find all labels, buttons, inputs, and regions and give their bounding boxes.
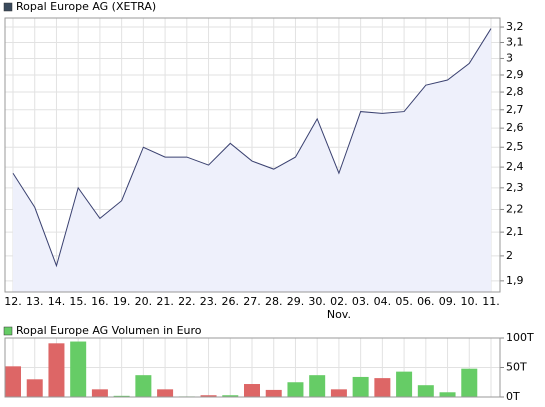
x-tick-label: 03. xyxy=(352,295,370,308)
legend-swatch xyxy=(3,326,13,336)
y-tick-label: 50T xyxy=(506,361,527,374)
x-tick-label: 09. xyxy=(439,295,457,308)
plot-border xyxy=(4,17,501,293)
bar xyxy=(91,389,108,397)
bar xyxy=(157,389,174,397)
x-tick-label: 16. xyxy=(91,295,109,308)
y-tick-label: 3,1 xyxy=(506,36,524,49)
bar xyxy=(417,385,434,397)
bar xyxy=(5,366,21,397)
bar xyxy=(244,384,260,397)
y-tick-label: 2,9 xyxy=(506,68,524,81)
y-tick-label: 1,9 xyxy=(506,274,524,287)
y-tick-label: 2,7 xyxy=(506,103,524,116)
x-tick-label: 29. xyxy=(287,295,305,308)
bar xyxy=(48,343,65,397)
y-tick-label: 100T xyxy=(506,331,534,344)
y-tick-label: 2,4 xyxy=(506,160,524,173)
y-tick-label: 3 xyxy=(506,51,513,64)
x-tick-label: 14. xyxy=(48,295,66,308)
y-tick-label: 2,2 xyxy=(506,202,524,215)
x-tick-label: 02. xyxy=(330,295,348,308)
x-tick-label: 12. xyxy=(4,295,22,308)
bar xyxy=(396,371,413,397)
bar xyxy=(309,375,326,397)
y-tick-label: 0T xyxy=(506,390,520,403)
x-tick-label: 11. xyxy=(482,295,500,308)
plot-border xyxy=(4,337,501,398)
area xyxy=(13,28,491,293)
bar xyxy=(70,341,87,397)
x-tick-label: 26. xyxy=(222,295,240,308)
x-tick-label: 05. xyxy=(395,295,413,308)
bar xyxy=(135,375,152,397)
x-tick-label: 13. xyxy=(26,295,44,308)
bar xyxy=(26,379,43,397)
chart-title: Ropal Europe AG Volumen in Euro xyxy=(16,324,202,337)
y-tick-label: 2,5 xyxy=(506,140,524,153)
x-tick-label: 04. xyxy=(374,295,392,308)
x-tick-label: 23. xyxy=(200,295,218,308)
bar xyxy=(374,378,391,397)
bar xyxy=(222,395,239,397)
x-tick-label: 21. xyxy=(156,295,174,308)
x-tick-label: 06. xyxy=(417,295,435,308)
x-tick-label: 10. xyxy=(461,295,479,308)
y-tick-label: 2 xyxy=(506,249,513,262)
bar xyxy=(287,382,304,397)
x-tick-label: 15. xyxy=(69,295,87,308)
x-tick-label: 27. xyxy=(243,295,261,308)
y-tick-label: 2,6 xyxy=(506,121,524,134)
bar xyxy=(113,395,130,397)
bar xyxy=(265,389,282,397)
y-tick-label: 2,3 xyxy=(506,181,524,194)
bar xyxy=(439,392,456,397)
x-tick-label: 20. xyxy=(135,295,153,308)
y-tick-label: 2,1 xyxy=(506,225,524,238)
legend-swatch xyxy=(3,2,13,12)
x-tick-label: 19. xyxy=(113,295,131,308)
price-line xyxy=(12,28,492,268)
bar xyxy=(461,368,478,397)
x-sublabel: Nov. xyxy=(327,308,351,321)
x-tick-label: 30. xyxy=(308,295,326,308)
chart-title: Ropal Europe AG (XETRA) xyxy=(16,0,156,13)
x-tick-label: 22. xyxy=(178,295,196,308)
bar xyxy=(200,395,217,397)
x-tick-label: 28. xyxy=(265,295,283,308)
bar xyxy=(330,389,347,397)
y-tick-label: 3,2 xyxy=(506,20,524,33)
y-tick-label: 2,8 xyxy=(506,85,524,98)
bar xyxy=(352,376,369,397)
